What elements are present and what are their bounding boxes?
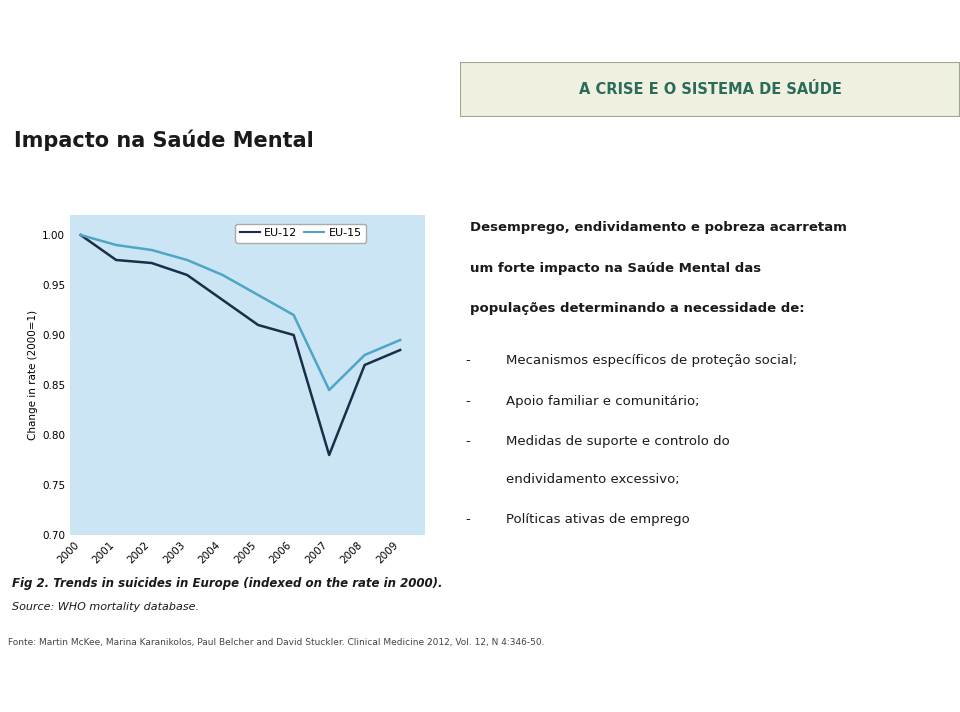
FancyBboxPatch shape	[460, 62, 960, 117]
Text: Mecanismos específicos de proteção social;: Mecanismos específicos de proteção socia…	[506, 354, 797, 367]
Text: Apoio familiar e comunitário;: Apoio familiar e comunitário;	[506, 394, 699, 408]
Text: DESAFIOS E SUSTENTABILIDADE DO SISTEMA DE SAÚDE: DESAFIOS E SUSTENTABILIDADE DO SISTEMA D…	[492, 24, 928, 38]
Text: populações determinando a necessidade de:: populações determinando a necessidade de…	[470, 303, 804, 315]
Text: Medidas de suporte e controlo do: Medidas de suporte e controlo do	[506, 436, 730, 449]
Text: Source: WHO mortality database.: Source: WHO mortality database.	[12, 602, 200, 612]
Text: Políticas ativas de emprego: Políticas ativas de emprego	[506, 513, 689, 526]
Text: Desafios e Sustentabilidade do Sistema de Saúde: Desafios e Sustentabilidade do Sistema d…	[267, 676, 693, 691]
Text: -: -	[466, 394, 470, 408]
Legend: EU-12, EU-15: EU-12, EU-15	[235, 224, 366, 243]
Text: Desemprego, endividamento e pobreza acarretam: Desemprego, endividamento e pobreza acar…	[470, 221, 847, 234]
Text: endividamento excessivo;: endividamento excessivo;	[506, 473, 680, 486]
Text: Impacto na Saúde Mental: Impacto na Saúde Mental	[13, 130, 314, 151]
Text: -: -	[466, 354, 470, 367]
Y-axis label: Change in rate (2000=1): Change in rate (2000=1)	[28, 310, 37, 440]
Text: Fonte: Martin McKee, Marina Karanikolos, Paul Belcher and David Stuckler. Clinic: Fonte: Martin McKee, Marina Karanikolos,…	[8, 637, 544, 646]
Text: A CRISE E O SISTEMA DE SAÚDE: A CRISE E O SISTEMA DE SAÚDE	[579, 82, 841, 97]
Text: um forte impacto na Saúde Mental das: um forte impacto na Saúde Mental das	[470, 261, 761, 275]
Text: Fig 2. Trends in suicides in Europe (indexed on the rate in 2000).: Fig 2. Trends in suicides in Europe (ind…	[12, 577, 443, 590]
Text: -: -	[466, 513, 470, 526]
Text: -: -	[466, 436, 470, 449]
